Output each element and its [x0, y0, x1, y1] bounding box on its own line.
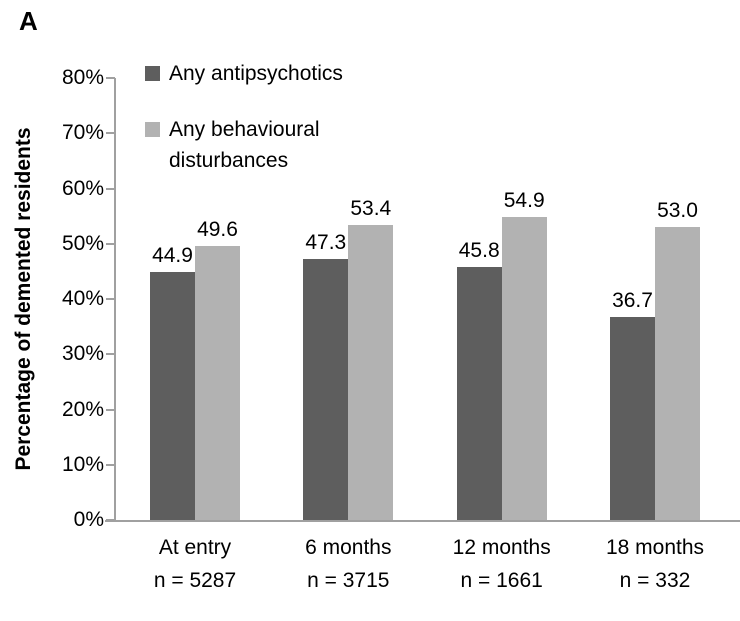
y-tick-mark: [106, 519, 115, 521]
bar-any-antipsychotics-2: [456, 266, 502, 520]
value-label-2-0: 45.8: [458, 238, 500, 262]
bar-any-behavioural-disturbances-0: [195, 245, 240, 520]
legend-swatch-any-antipsychotics: [145, 66, 160, 81]
category-n-count: n = 1661: [460, 569, 543, 592]
bar-any-behavioural-disturbances-2: [501, 216, 547, 520]
y-tick-label: 80%: [61, 66, 104, 89]
value-label-0-1: 49.6: [197, 217, 238, 241]
category-n-count: n = 5287: [153, 569, 237, 592]
y-tick-label: 40%: [61, 287, 104, 310]
panel-label: A: [19, 6, 38, 36]
y-tick-label: 30%: [61, 342, 104, 366]
legend-swatch-any-behavioural-disturbances: [145, 122, 160, 137]
bar-any-antipsychotics-3: [610, 317, 655, 520]
category-name: At entry: [158, 536, 232, 559]
legend-label-any-antipsychotics: Any antipsychotics: [169, 62, 343, 85]
category-name: 12 months: [452, 536, 551, 559]
bar-any-antipsychotics-0: [150, 271, 195, 520]
category-label-1: 6 months n = 3715: [268, 531, 428, 597]
y-axis-title: Percentage of demented residents: [12, 127, 35, 471]
y-tick-label: 60%: [61, 176, 104, 200]
category-label-2: 12 months n = 1661: [422, 531, 582, 597]
value-label-3-0: 36.7: [612, 289, 653, 313]
y-tick-mark: [106, 77, 115, 79]
y-tick-mark: [106, 298, 115, 300]
value-label-1-1: 53.4: [350, 196, 392, 220]
y-tick-label: 10%: [61, 452, 104, 476]
y-tick-mark: [106, 408, 115, 411]
value-label-0-0: 44.9: [152, 243, 193, 267]
category-n-count: n = 3715: [307, 569, 390, 592]
category-name: 18 months: [605, 536, 705, 559]
bar-any-antipsychotics-1: [303, 258, 349, 520]
x-axis-line: [105, 520, 740, 522]
y-tick-mark: [106, 242, 115, 245]
y-tick-mark: [106, 132, 115, 135]
y-axis-line: [114, 78, 116, 521]
bar-any-behavioural-disturbances-3: [655, 227, 700, 520]
value-label-1-0: 47.3: [305, 230, 347, 254]
y-tick-label: 0%: [73, 508, 104, 531]
y-tick-label: 50%: [61, 231, 104, 255]
y-tick-label: 20%: [61, 397, 104, 421]
category-label-3: 18 months n = 332: [575, 531, 735, 597]
y-tick-mark: [106, 353, 115, 356]
category-n-count: n = 332: [619, 569, 691, 592]
legend-item-any-behavioural-disturbances: Any behavioural disturbances: [145, 114, 354, 176]
y-tick-label: 70%: [61, 121, 104, 145]
category-label-0: At entry n = 5287: [115, 531, 275, 597]
category-name: 6 months: [305, 536, 392, 559]
legend-item-any-antipsychotics: Any antipsychotics: [145, 58, 343, 89]
value-label-2-1: 54.9: [503, 188, 545, 212]
y-tick-mark: [106, 187, 115, 190]
value-label-3-1: 53.0: [657, 199, 698, 223]
y-tick-mark: [106, 463, 115, 466]
bar-any-behavioural-disturbances-1: [348, 224, 394, 520]
legend-label-any-behavioural-disturbances: Any behavioural disturbances: [169, 118, 320, 172]
